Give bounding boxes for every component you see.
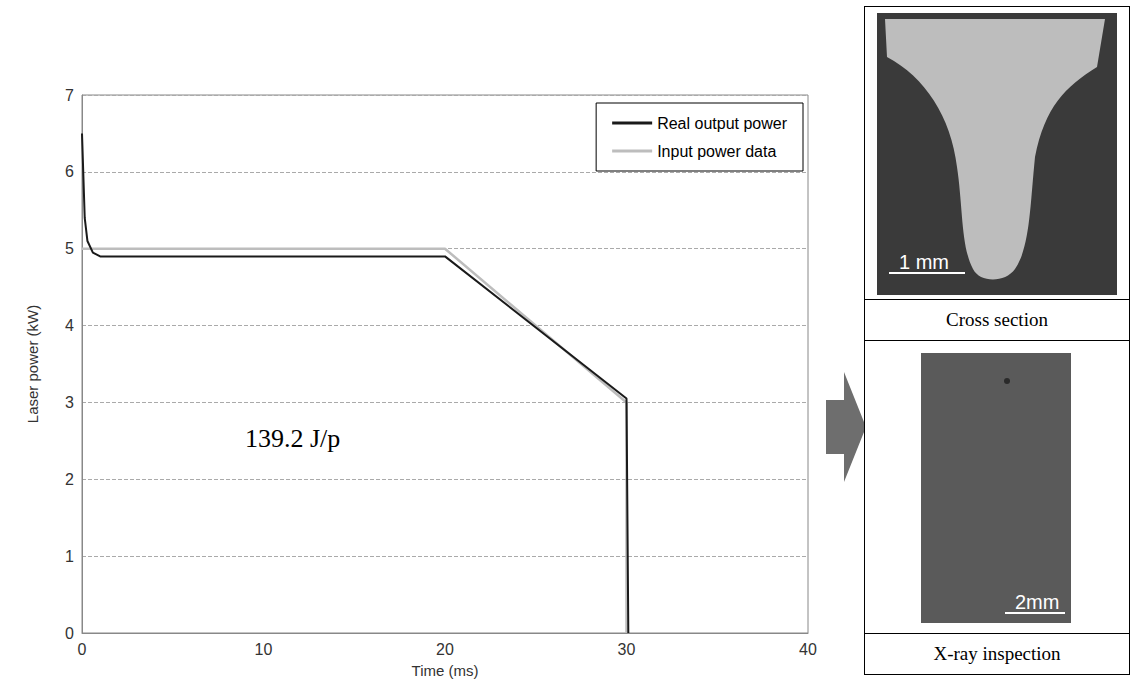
svg-text:20: 20 [436,641,454,658]
svg-text:4: 4 [65,317,74,334]
svg-text:0: 0 [78,641,87,658]
svg-text:1 mm: 1 mm [899,251,949,273]
svg-text:2: 2 [65,471,74,488]
html-text:X-ray inspection: X-ray inspection [933,643,1061,664]
svg-text:Laser power (kW): Laser power (kW) [24,305,41,423]
svg-text:30: 30 [618,641,636,658]
svg-text:Real output power: Real output power [657,115,788,132]
svg-text:3: 3 [65,394,74,411]
svg-text:10: 10 [255,641,273,658]
svg-text:139.2 J/p: 139.2 J/p [245,424,340,453]
svg-text:40: 40 [799,641,817,658]
svg-text:6: 6 [65,163,74,180]
svg-text:Input power data: Input power data [657,143,776,160]
svg-text:1: 1 [65,548,74,565]
html-text:Cross section: Cross section [946,309,1048,330]
svg-text:Time (ms): Time (ms) [412,662,479,679]
svg-text:5: 5 [65,240,74,257]
svg-text:2mm: 2mm [1015,591,1059,613]
svg-text:0: 0 [65,625,74,642]
svg-text:7: 7 [65,87,74,104]
